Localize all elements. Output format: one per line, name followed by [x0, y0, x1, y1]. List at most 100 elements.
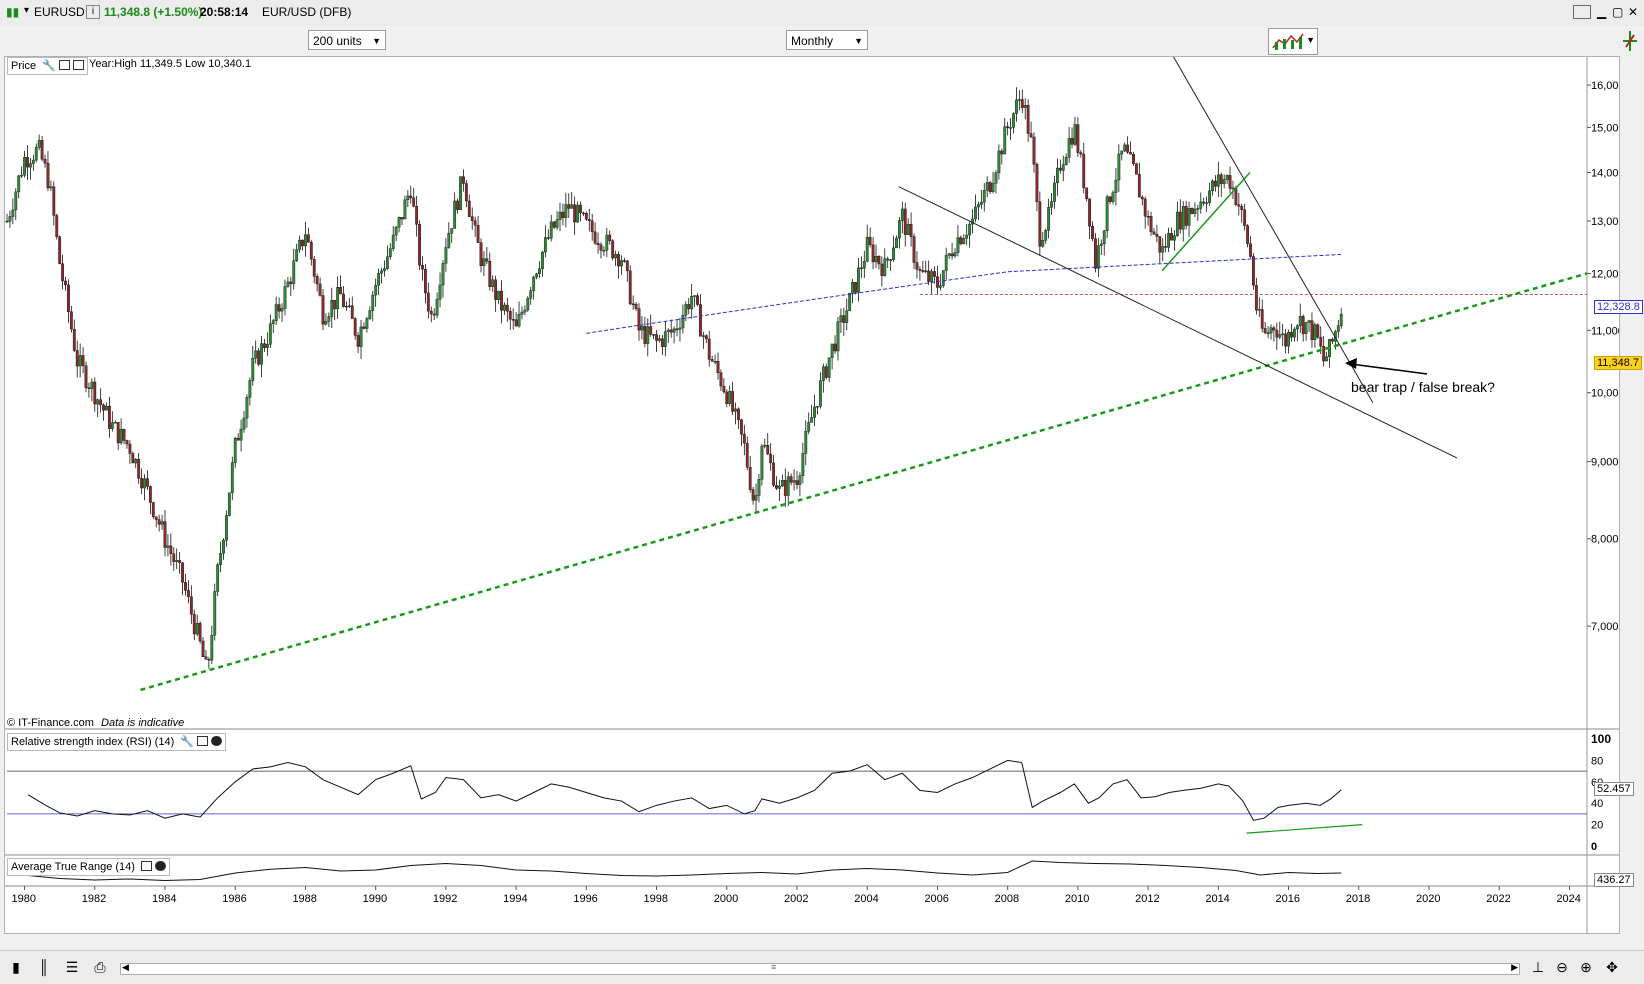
dropdown-icon[interactable]: ▾ [24, 5, 30, 16]
candle-body [315, 276, 319, 285]
info-icon[interactable]: i [86, 5, 100, 19]
rsi-tick-label: 20 [1591, 820, 1603, 832]
chart-annotation[interactable]: bear trap / false break? [1351, 379, 1495, 395]
candle-body [146, 478, 149, 487]
wrench-icon[interactable]: 🔧 [42, 60, 56, 72]
maximize-icon[interactable]: ▢ [1612, 5, 1624, 19]
candle-body [602, 250, 606, 252]
candle-body [558, 211, 562, 220]
candle-body [1067, 138, 1071, 158]
candle-body [710, 359, 714, 362]
scroll-left-icon[interactable]: ◀ [122, 962, 129, 972]
candle-body [1208, 190, 1211, 203]
units-select[interactable]: 200 units ▼ [308, 30, 386, 50]
pan-icon[interactable]: ✥ [1606, 959, 1618, 975]
candles-icon[interactable]: ▮ [12, 959, 20, 975]
candle-body [1038, 201, 1042, 247]
bars-icon[interactable]: ║ [39, 959, 49, 975]
candle-body [494, 279, 498, 300]
candle-body [102, 404, 105, 411]
candle-body [479, 242, 483, 266]
price-panel-label[interactable]: Price 🔧 [7, 57, 88, 75]
price-tick-label: 14,000 [1591, 168, 1619, 180]
candle-body [503, 304, 506, 311]
channel-lower-line [898, 186, 1458, 459]
candle-body [429, 310, 433, 315]
wrench-icon[interactable]: 🔧 [180, 736, 194, 748]
channel-upper-line [1173, 57, 1374, 403]
window-icon[interactable] [58, 60, 70, 70]
atr-panel-label[interactable]: Average True Range (14) [7, 858, 170, 876]
candle-body [1094, 238, 1097, 269]
rsi-panel-label[interactable]: Relative strength index (RSI) (14) 🔧 [7, 733, 226, 751]
candle-body [1331, 339, 1334, 342]
close-icon[interactable]: ✕ [1628, 5, 1639, 19]
minimize-icon[interactable]: ▁ [1597, 5, 1607, 19]
candle-body [1196, 208, 1200, 210]
interval-select[interactable]: Monthly ▼ [786, 30, 868, 50]
close-indicator-icon[interactable] [155, 861, 166, 871]
candle-body [880, 263, 884, 276]
candle-body [546, 237, 550, 239]
candle-body [968, 223, 972, 236]
candle-body [409, 195, 413, 199]
print-icon[interactable]: ⎙ [94, 959, 106, 975]
candle-body [154, 516, 158, 520]
candle-body [1000, 150, 1004, 155]
atr-label-text: Average True Range (14) [11, 861, 135, 873]
annotation-arrow-head [1345, 358, 1357, 369]
candle-body [672, 328, 676, 333]
rsi-line [27, 759, 1342, 821]
candle-body [230, 462, 234, 494]
candle-body [93, 381, 97, 405]
candle-body [871, 244, 875, 263]
candle-body [1243, 209, 1247, 226]
candle-body [526, 298, 530, 311]
chart-svg[interactable]: 100806040200 16,00015,00014,00013,00012,… [5, 57, 1619, 933]
candle-body [1132, 154, 1135, 164]
candle-body [900, 208, 904, 221]
candle-body [1044, 230, 1048, 241]
window-icon[interactable] [141, 861, 152, 871]
candle-body [222, 540, 225, 554]
trendline-support [140, 272, 1588, 692]
candle-body [1193, 208, 1197, 214]
candle-body [339, 287, 342, 295]
candle-body [271, 320, 275, 324]
zoom-in-icon[interactable]: ⊕ [1580, 959, 1592, 975]
candle-body [663, 331, 667, 347]
window-icon[interactable] [197, 736, 208, 746]
list-icon[interactable]: ☰ [65, 959, 79, 975]
horizontal-scrollbar[interactable]: ◀ ≡ ▶ [120, 962, 1520, 975]
candle-body [242, 417, 246, 430]
candle-body [646, 326, 650, 344]
keyboard-icon[interactable] [1573, 5, 1591, 19]
candle-body [406, 195, 410, 201]
scroll-right-icon[interactable]: ▶ [1511, 962, 1518, 972]
candle-body [298, 239, 301, 250]
candle-body [412, 197, 416, 207]
candle-body [453, 200, 457, 229]
candle-body [643, 326, 647, 344]
candle-body [1254, 284, 1258, 311]
scroll-thumb-grip-icon[interactable]: ≡ [771, 962, 777, 972]
candle-body [982, 190, 986, 203]
zoom-out-icon[interactable]: ⊖ [1556, 959, 1568, 975]
candle-body [309, 241, 313, 260]
atr-layer [28, 860, 1342, 882]
time-tick-label: 1980 [12, 893, 36, 905]
chart-area[interactable]: 100806040200 16,00015,00014,00013,00012,… [4, 56, 1643, 934]
candle-body [947, 253, 951, 256]
candle-body [1290, 331, 1293, 338]
crosshair-tool-icon[interactable] [1620, 28, 1640, 54]
close-indicator-icon[interactable] [211, 736, 222, 746]
ruler-icon[interactable]: ⊥ [1531, 959, 1545, 975]
candle-body [1187, 208, 1191, 226]
candle-body [1073, 124, 1077, 145]
chart-type-button[interactable]: ▼ [1268, 28, 1318, 55]
rsi-label-text: Relative strength index (RSI) (14) [11, 736, 175, 748]
candle-body [669, 329, 673, 333]
candle-body [956, 237, 960, 253]
properties-icon[interactable] [72, 60, 84, 70]
candle-body [944, 255, 948, 271]
